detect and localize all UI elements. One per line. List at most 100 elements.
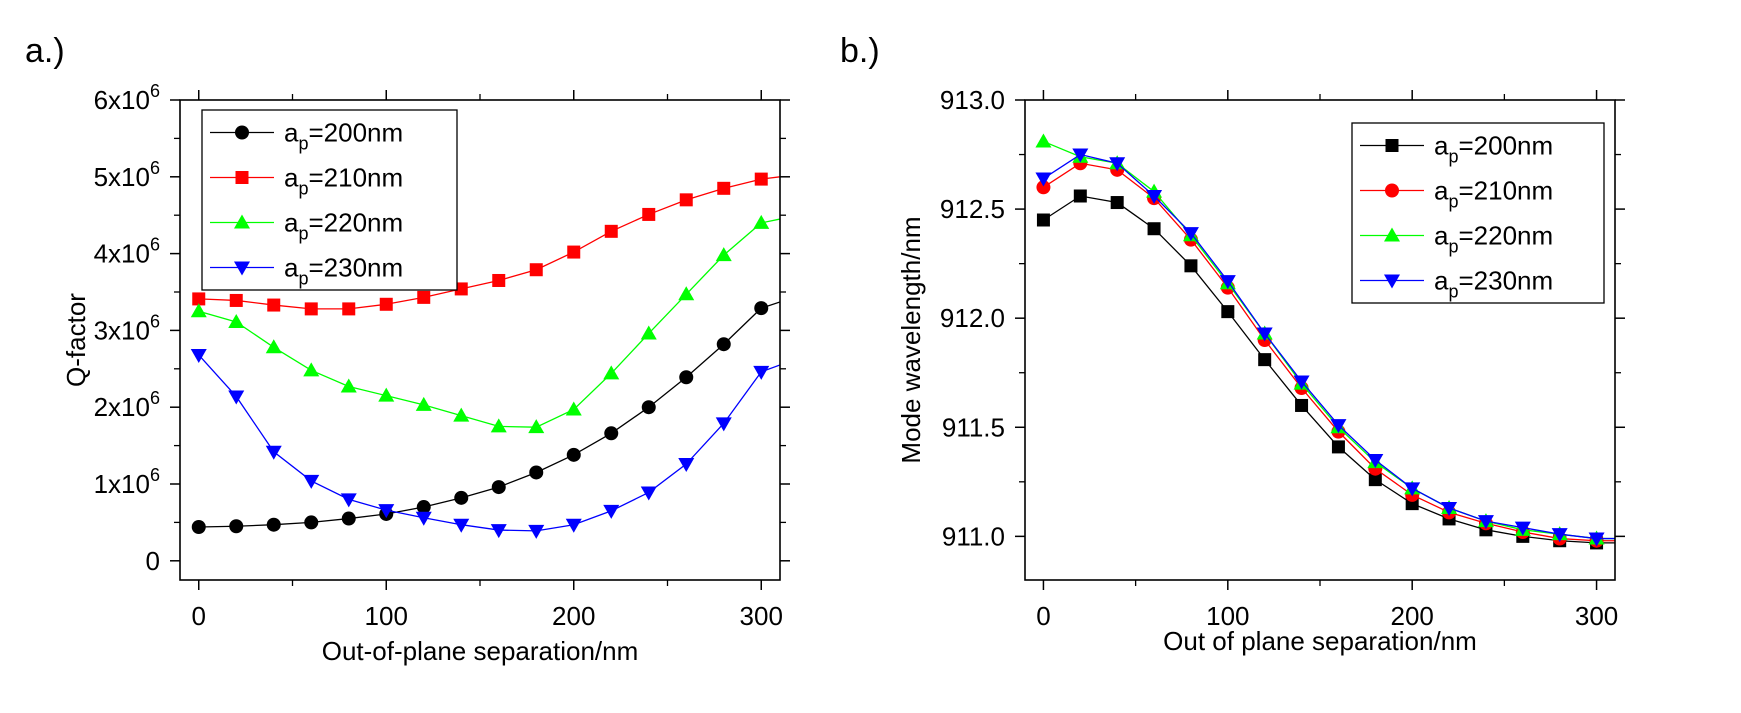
series-line-a_p=230nm <box>198 354 780 532</box>
chart-panel-b: b.) 0 100 200 300 911.0 911.5 912.0 912.5 913.0 Ou… <box>840 32 1625 656</box>
legend-entry: ap=220nm <box>1360 221 1553 257</box>
data-point <box>1258 353 1272 367</box>
data-point <box>1368 473 1382 487</box>
legend-label: ap=220nm <box>284 208 403 244</box>
data-point <box>303 362 320 377</box>
data-point <box>1477 515 1494 530</box>
data-point <box>754 301 769 316</box>
x-tick-label: 100 <box>1206 601 1249 631</box>
y-tick-label: 913.0 <box>940 85 1005 115</box>
y-axis-title: Q-factor <box>61 293 91 387</box>
x-tick-label: 100 <box>365 601 408 631</box>
y-axis-title: Mode wavelength/nm <box>896 216 926 463</box>
data-point <box>528 419 545 434</box>
data-point <box>604 426 619 441</box>
data-point <box>678 458 695 473</box>
data-point <box>1514 521 1531 536</box>
data-point <box>641 400 656 415</box>
data-point <box>1441 502 1458 516</box>
y-tick-label: 2x106 <box>94 388 160 422</box>
data-point <box>415 511 432 526</box>
data-point <box>1588 532 1605 547</box>
data-point <box>303 474 320 489</box>
data-point <box>340 493 357 508</box>
data-point <box>1330 419 1347 434</box>
data-point <box>265 445 282 460</box>
data-point <box>417 290 431 304</box>
legend-marker <box>234 214 250 229</box>
legend: ap=200nm ap=210nm ap=220nm ap=230nm <box>201 109 458 291</box>
legend: ap=200nm ap=210nm ap=220nm ap=230nm <box>1351 122 1605 304</box>
series-a_p=230nm <box>190 348 780 539</box>
data-point <box>717 181 731 195</box>
x-tick-label: 0 <box>1036 601 1050 631</box>
data-point <box>1146 190 1163 204</box>
legend-marker <box>1385 183 1399 198</box>
data-point <box>378 504 395 519</box>
x-tick-label: 200 <box>1390 601 1433 631</box>
data-point <box>1036 213 1050 227</box>
panel-label: b.) <box>840 32 880 70</box>
legend-marker <box>235 125 249 140</box>
data-point <box>304 515 319 530</box>
data-point <box>1109 157 1126 172</box>
data-point <box>1219 275 1236 290</box>
data-point <box>492 273 506 287</box>
data-point <box>753 365 770 380</box>
legend-entry: ap=200nm <box>210 118 403 154</box>
data-point <box>490 418 507 433</box>
y-tick-label: 0 <box>146 546 160 576</box>
x-tick-label: 0 <box>192 601 206 631</box>
data-point <box>678 286 695 301</box>
y-tick-label: 911.5 <box>942 412 1005 442</box>
legend-marker <box>1385 139 1399 152</box>
data-point <box>267 298 281 312</box>
data-point <box>340 378 357 393</box>
data-point <box>529 465 544 480</box>
legend-marker <box>234 261 250 276</box>
legend-entry: ap=210nm <box>210 163 403 199</box>
data-point <box>1331 440 1345 454</box>
x-tick-label: 300 <box>1575 601 1618 631</box>
data-point <box>603 365 620 380</box>
legend-label: ap=210nm <box>284 163 403 199</box>
data-point <box>192 292 206 306</box>
data-point <box>265 339 282 354</box>
data-point <box>228 313 245 328</box>
legend-label: ap=230nm <box>284 253 403 289</box>
y-tick-label: 912.0 <box>940 303 1005 333</box>
data-point <box>528 524 545 539</box>
data-point <box>491 480 506 495</box>
legend-entry: ap=210nm <box>1360 176 1553 212</box>
legend-marker <box>1384 274 1400 289</box>
panel-label: a.) <box>25 32 65 70</box>
legend-entry: ap=200nm <box>1360 131 1553 167</box>
data-point <box>715 417 732 432</box>
data-point <box>753 214 770 229</box>
data-point <box>490 524 507 539</box>
series-line-a_p=200nm <box>198 301 780 528</box>
y-tick-label: 5x106 <box>94 158 160 192</box>
data-point <box>378 387 395 402</box>
legend-marker <box>1384 227 1400 242</box>
data-point <box>191 520 206 535</box>
data-point <box>342 302 356 316</box>
data-point <box>754 172 768 186</box>
data-point <box>453 518 470 533</box>
data-point <box>529 263 543 277</box>
legend-label: ap=220nm <box>1434 221 1553 257</box>
data-point <box>1182 227 1199 242</box>
x-tick-label: 200 <box>552 601 595 631</box>
data-point <box>1184 259 1198 273</box>
data-point <box>567 245 581 259</box>
data-point <box>341 511 356 526</box>
data-point <box>565 518 582 533</box>
data-point <box>1035 133 1052 148</box>
data-point <box>304 302 318 316</box>
data-point <box>1073 189 1087 203</box>
series-a_p=210nm <box>192 172 780 316</box>
data-point <box>679 193 693 207</box>
data-point <box>266 517 281 532</box>
chart-panel-a: a.) 0 100 200 300 0 1x106 2x106 3x106 4x106 5x106 6… <box>25 32 790 666</box>
